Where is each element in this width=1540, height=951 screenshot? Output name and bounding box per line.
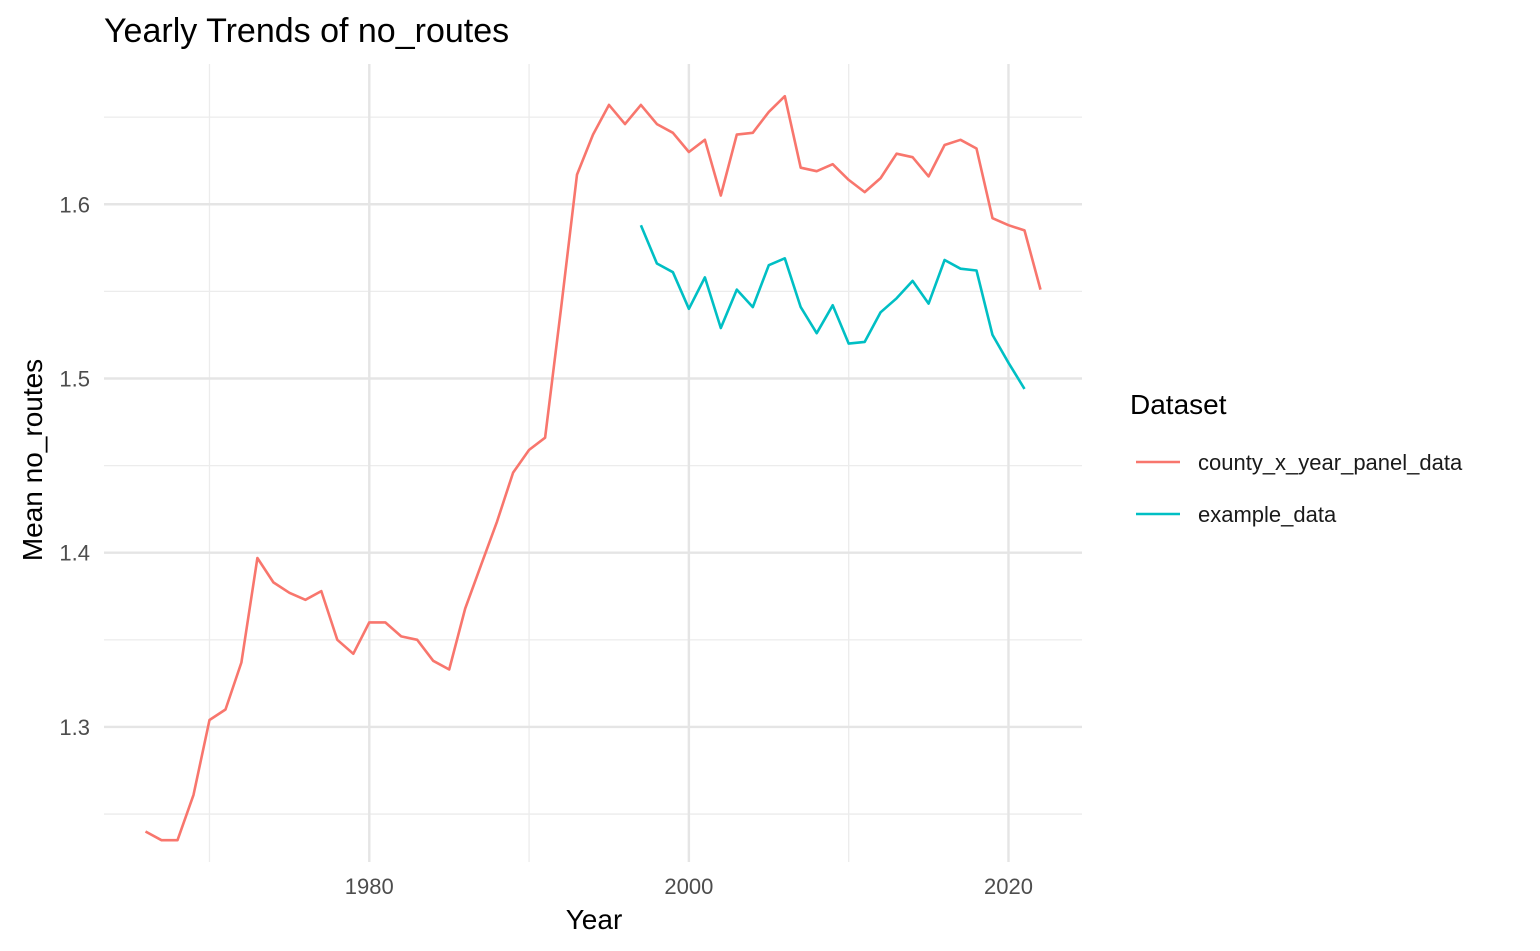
legend-label-example_data: example_data (1198, 502, 1337, 527)
x-tick-label: 2020 (984, 874, 1033, 899)
y-tick-label: 1.5 (59, 366, 90, 391)
legend-title: Dataset (1130, 389, 1227, 420)
y-tick-label: 1.3 (59, 715, 90, 740)
y-axis-tick-labels: 1.3 1.4 1.5 1.6 (59, 192, 90, 740)
y-axis-title: Mean no_routes (17, 359, 48, 561)
series-line-example_data (639, 224, 1026, 390)
legend: Dataset county_x_year_panel_data example_… (1130, 389, 1463, 527)
major-gridlines (104, 64, 1082, 862)
minor-gridlines (104, 64, 1082, 862)
series-lines (144, 94, 1042, 842)
legend-label-county_x_year_panel_data: county_x_year_panel_data (1198, 450, 1463, 475)
x-tick-label: 1980 (345, 874, 394, 899)
x-tick-label: 2000 (664, 874, 713, 899)
chart-title: Yearly Trends of no_routes (104, 12, 509, 50)
y-tick-label: 1.6 (59, 192, 90, 217)
x-axis-tick-labels: 1980 2000 2020 (345, 874, 1033, 899)
series-line-county_x_year_panel_data (144, 94, 1042, 842)
y-tick-label: 1.4 (59, 541, 90, 566)
x-axis-title: Year (566, 904, 623, 935)
